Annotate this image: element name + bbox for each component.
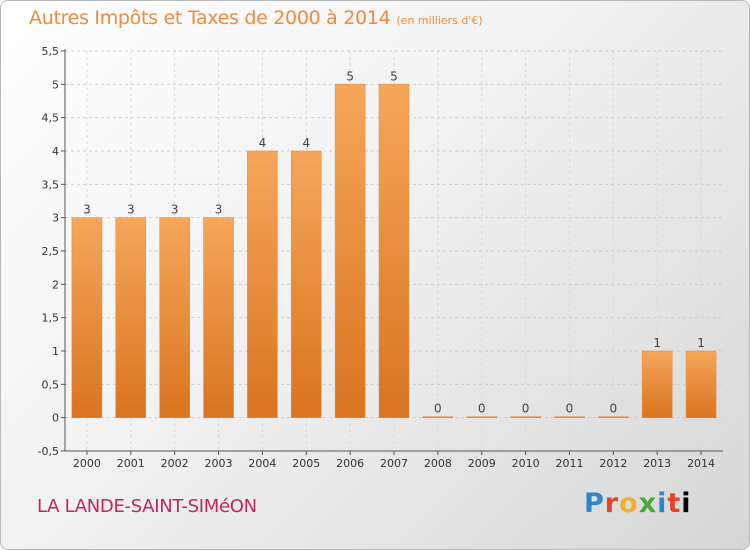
chart-subtitle: (en milliers d'€) bbox=[396, 14, 483, 27]
data-label: 3 bbox=[215, 203, 223, 217]
y-tick-label: 5,5 bbox=[42, 45, 60, 58]
bar-2008 bbox=[422, 416, 454, 418]
y-tick-label: 4 bbox=[52, 145, 59, 158]
y-tick-labels: -0,5 0 0,5 1 1,5 2 2,5 3 3,5 4 4,5 5 5,5 bbox=[38, 45, 59, 458]
commune-name: LA LANDE-SAINT-SIMéON bbox=[37, 496, 257, 517]
y-tick-label: 2,5 bbox=[42, 245, 60, 258]
data-label: 3 bbox=[171, 203, 179, 217]
data-label: 1 bbox=[653, 336, 661, 350]
logo-letter: i bbox=[657, 488, 668, 519]
y-tick-label: 1 bbox=[52, 345, 59, 358]
bar-2014 bbox=[685, 350, 717, 418]
bar-2010 bbox=[510, 416, 541, 418]
chart-title: Autres Impôts et Taxes de 2000 à 2014 (en… bbox=[29, 7, 483, 29]
bar-2005 bbox=[291, 150, 322, 418]
y-tick-label: 3,5 bbox=[42, 178, 60, 191]
x-tick-label: 2011 bbox=[555, 457, 583, 470]
data-label: 0 bbox=[566, 402, 574, 416]
bar-2013 bbox=[641, 350, 673, 418]
bar-2011 bbox=[554, 416, 585, 418]
data-label: 0 bbox=[478, 402, 486, 416]
bar-2004 bbox=[247, 150, 278, 418]
logo-letter: P bbox=[584, 488, 605, 519]
x-tick-label: 2008 bbox=[424, 457, 452, 470]
logo-letter: r bbox=[604, 488, 620, 519]
logo-letter: x bbox=[638, 488, 658, 519]
logo-letter: i bbox=[681, 488, 692, 519]
bar-2006 bbox=[334, 84, 366, 418]
y-tick-label: -0,5 bbox=[38, 445, 59, 458]
proxiti-logo[interactable]: Proxiti bbox=[584, 488, 692, 519]
x-tick-label: 2006 bbox=[336, 457, 364, 470]
bar-2012 bbox=[598, 416, 629, 418]
data-label: 0 bbox=[434, 402, 442, 416]
x-tick-label: 2014 bbox=[687, 457, 715, 470]
y-tick-label: 0,5 bbox=[42, 378, 60, 391]
x-tick-label: 2009 bbox=[468, 457, 496, 470]
logo-letter: o bbox=[619, 488, 639, 519]
data-label: 0 bbox=[610, 402, 618, 416]
bar-2001 bbox=[115, 217, 147, 418]
data-label: 3 bbox=[127, 203, 135, 217]
data-label: 3 bbox=[83, 203, 91, 217]
bar-2003 bbox=[203, 217, 234, 418]
x-tick-label: 2013 bbox=[643, 457, 671, 470]
chart-title-text: Autres Impôts et Taxes de 2000 à 2014 bbox=[29, 7, 391, 29]
y-tick-label: 0 bbox=[52, 412, 59, 425]
data-label: 4 bbox=[302, 136, 310, 150]
y-tick-label: 5 bbox=[52, 78, 59, 91]
x-tick-label: 2000 bbox=[73, 457, 101, 470]
x-tick-label: 2002 bbox=[161, 457, 189, 470]
bar-2007 bbox=[378, 84, 410, 418]
bar-2000 bbox=[71, 217, 103, 418]
x-tick-label: 2001 bbox=[117, 457, 145, 470]
axes bbox=[61, 49, 723, 455]
y-tick-label: 1,5 bbox=[42, 312, 60, 325]
bar-2002 bbox=[159, 217, 190, 418]
y-tick-label: 4,5 bbox=[42, 112, 60, 125]
logo-letter: t bbox=[667, 488, 682, 519]
data-label: 1 bbox=[697, 336, 705, 350]
x-tick-label: 2005 bbox=[292, 457, 320, 470]
data-label: 4 bbox=[259, 136, 267, 150]
x-tick-label: 2010 bbox=[512, 457, 540, 470]
y-tick-label: 3 bbox=[52, 212, 59, 225]
data-label: 5 bbox=[390, 69, 398, 83]
x-tick-labels: 2000 2001 2002 2003 2004 2005 2006 2007 2008 2009… bbox=[73, 457, 715, 470]
bar-2009 bbox=[466, 416, 497, 418]
data-label: 5 bbox=[346, 69, 354, 83]
data-labels: 3 3 3 3 4 4 5 5 0 0 0 0 0 1 1 bbox=[83, 69, 705, 415]
y-tick-label: 2 bbox=[52, 278, 59, 291]
x-tick-label: 2007 bbox=[380, 457, 408, 470]
x-tick-label: 2004 bbox=[248, 457, 276, 470]
x-tick-label: 2003 bbox=[205, 457, 233, 470]
data-label: 0 bbox=[522, 402, 530, 416]
x-tick-label: 2012 bbox=[599, 457, 627, 470]
bars bbox=[71, 84, 717, 418]
